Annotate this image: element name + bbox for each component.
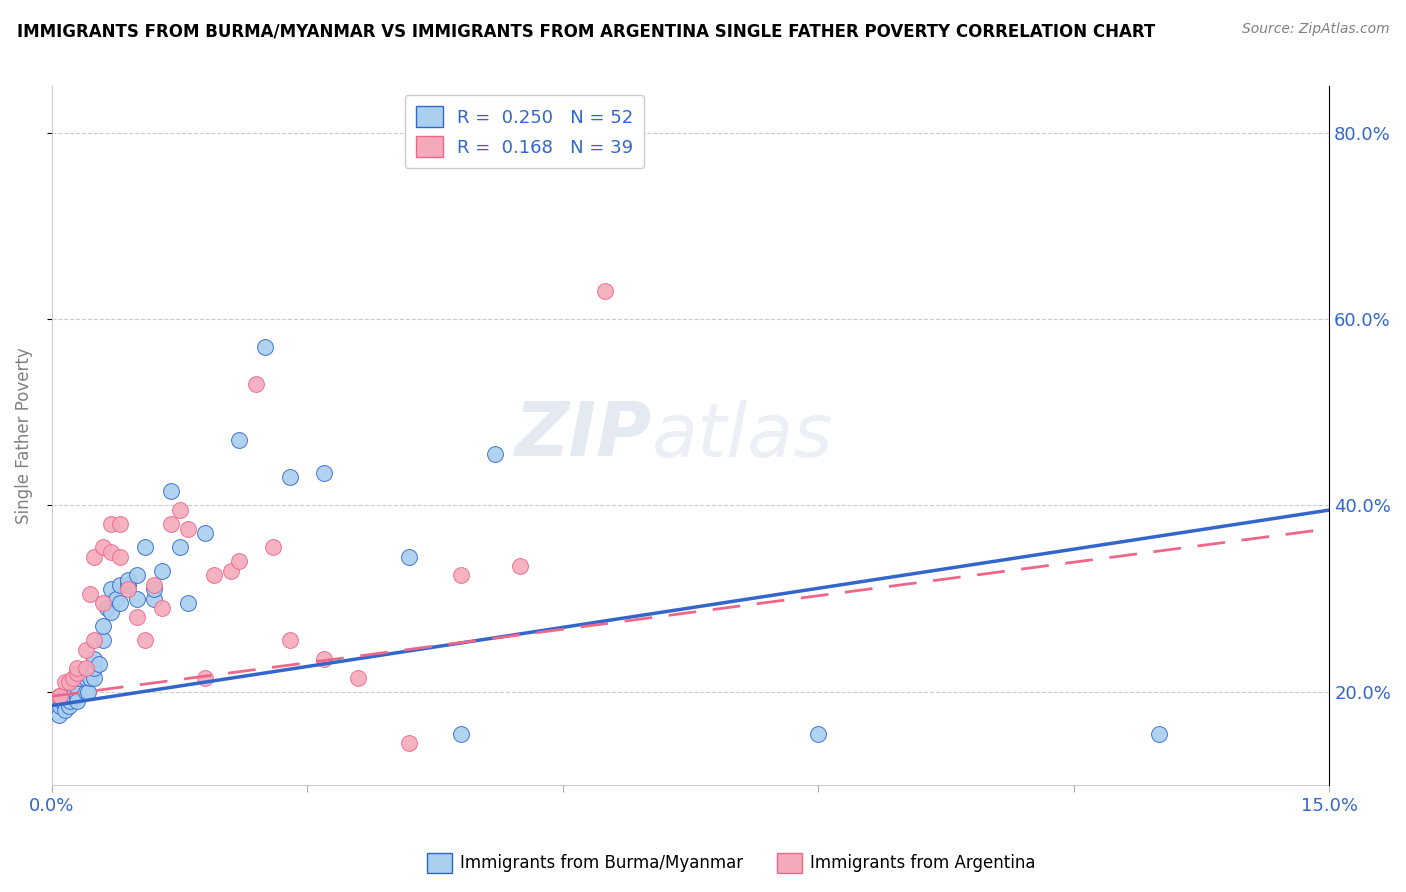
- Point: [62, 690, 84, 704]
- Point: [125, 568, 148, 582]
- Point: [67, 671, 90, 685]
- Text: ZIP: ZIP: [515, 399, 652, 472]
- Point: [58, 698, 80, 713]
- Point: [595, 284, 617, 298]
- Point: [117, 577, 139, 591]
- Point: [58, 675, 80, 690]
- Point: [48, 707, 70, 722]
- Point: [76, 684, 98, 698]
- Point: [91, 541, 114, 555]
- Point: [450, 726, 472, 740]
- Point: [509, 558, 531, 573]
- Point: [134, 633, 156, 648]
- Point: [75, 684, 97, 698]
- Point: [194, 526, 217, 541]
- Point: [91, 619, 114, 633]
- Point: [177, 596, 200, 610]
- Point: [160, 484, 183, 499]
- Legend: Immigrants from Burma/Myanmar, Immigrants from Argentina: Immigrants from Burma/Myanmar, Immigrant…: [420, 847, 1042, 880]
- Point: [169, 503, 191, 517]
- Point: [245, 377, 267, 392]
- Point: [202, 568, 225, 582]
- Point: [108, 596, 131, 610]
- Point: [117, 582, 139, 597]
- Point: [83, 661, 105, 675]
- Point: [228, 554, 250, 568]
- Point: [51, 694, 73, 708]
- Text: Source: ZipAtlas.com: Source: ZipAtlas.com: [1241, 22, 1389, 37]
- Point: [278, 470, 301, 484]
- Point: [83, 633, 105, 648]
- Point: [142, 591, 165, 606]
- Point: [100, 582, 122, 597]
- Point: [398, 736, 420, 750]
- Point: [53, 675, 76, 690]
- Point: [49, 690, 72, 704]
- Point: [62, 671, 84, 685]
- Legend: R =  0.250   N = 52, R =  0.168   N = 39: R = 0.250 N = 52, R = 0.168 N = 39: [405, 95, 644, 168]
- Point: [398, 549, 420, 564]
- Point: [96, 600, 118, 615]
- Point: [169, 541, 191, 555]
- Y-axis label: Single Father Poverty: Single Father Poverty: [15, 347, 32, 524]
- Point: [66, 694, 89, 708]
- Point: [100, 516, 122, 531]
- Point: [56, 690, 79, 704]
- Point: [278, 633, 301, 648]
- Point: [79, 587, 101, 601]
- Point: [100, 545, 122, 559]
- Point: [219, 564, 242, 578]
- Point: [66, 661, 89, 675]
- Point: [49, 698, 72, 713]
- Point: [58, 690, 80, 704]
- Point: [108, 577, 131, 591]
- Text: atlas: atlas: [652, 400, 834, 472]
- Point: [450, 568, 472, 582]
- Point: [347, 671, 370, 685]
- Point: [83, 671, 105, 685]
- Point: [75, 665, 97, 680]
- Point: [91, 596, 114, 610]
- Point: [66, 680, 89, 694]
- Point: [104, 591, 127, 606]
- Point: [142, 582, 165, 597]
- Point: [79, 671, 101, 685]
- Point: [194, 671, 217, 685]
- Point: [228, 434, 250, 448]
- Point: [314, 652, 336, 666]
- Point: [100, 606, 122, 620]
- Point: [152, 564, 174, 578]
- Point: [177, 522, 200, 536]
- Point: [125, 591, 148, 606]
- Point: [142, 577, 165, 591]
- Point: [48, 690, 70, 704]
- Text: IMMIGRANTS FROM BURMA/MYANMAR VS IMMIGRANTS FROM ARGENTINA SINGLE FATHER POVERTY: IMMIGRANTS FROM BURMA/MYANMAR VS IMMIGRA…: [17, 22, 1156, 40]
- Point: [125, 610, 148, 624]
- Point: [53, 703, 76, 717]
- Point: [108, 516, 131, 531]
- Point: [66, 690, 89, 704]
- Point: [66, 665, 89, 680]
- Point: [484, 447, 506, 461]
- Point: [134, 541, 156, 555]
- Point: [83, 652, 105, 666]
- Point: [314, 466, 336, 480]
- Point: [1147, 726, 1170, 740]
- Point: [59, 694, 82, 708]
- Point: [117, 573, 139, 587]
- Point: [75, 642, 97, 657]
- Point: [75, 661, 97, 675]
- Point: [91, 633, 114, 648]
- Point: [262, 541, 284, 555]
- Point: [83, 549, 105, 564]
- Point: [253, 340, 276, 354]
- Point: [108, 549, 131, 564]
- Point: [70, 665, 93, 680]
- Point: [807, 726, 830, 740]
- Point: [87, 657, 110, 671]
- Point: [152, 600, 174, 615]
- Point: [75, 671, 97, 685]
- Point: [160, 516, 183, 531]
